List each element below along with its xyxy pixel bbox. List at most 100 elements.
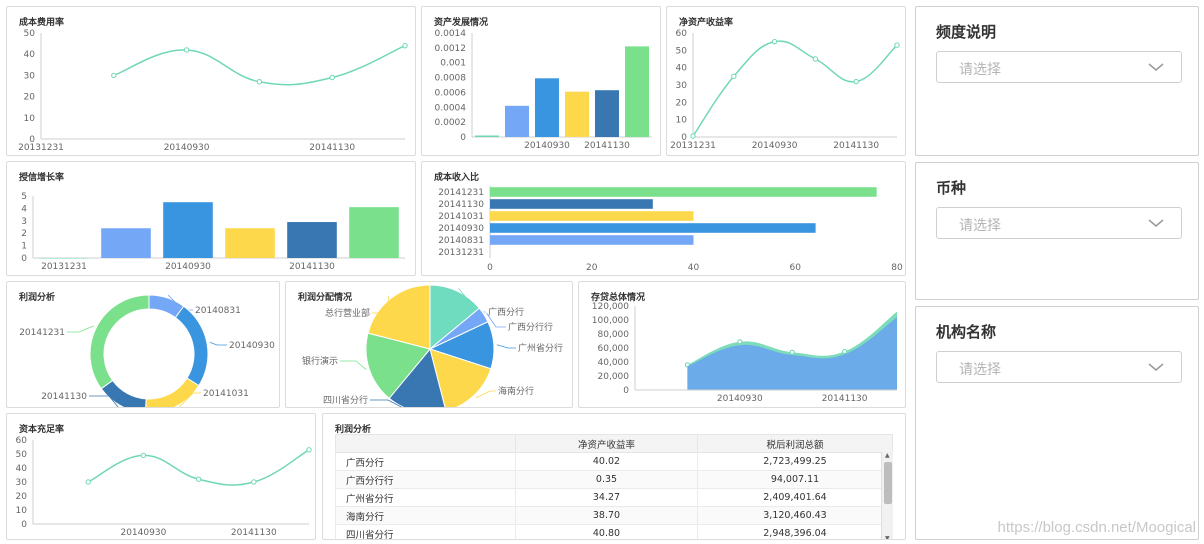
y-tick-label: 2 [21,229,27,239]
data-point [306,447,312,453]
select-placeholder: 请选择 [959,62,1001,78]
pie-slice [365,332,431,400]
table-cell: 38.70 [515,506,698,525]
income-ratio-panel: 成本收入比 20141231 20141130 20141031 20140930 20… [421,161,906,276]
slice-label: 总行营业部 [325,307,370,319]
y-tick-label: 30 [16,478,28,488]
data-point [789,349,795,355]
income-ratio-chart: 20141231 20141130 20141031 20140930 20140831… [438,186,903,273]
data-point [111,72,117,79]
y-tick-label: 20140930 [438,224,484,234]
data-point [251,479,257,485]
table-cell: 94,007.11 [697,470,893,489]
pie-slice [100,379,147,407]
table-header[interactable]: 税后利润总额 [697,434,893,453]
panel-title: 利润分析 [335,425,372,435]
leader-line [89,395,119,407]
leader-line [178,392,201,407]
y-tick-label: 1 [21,242,27,252]
x-tick-label: 20141130 [309,143,355,153]
y-tick-label: 20141031 [438,212,484,222]
x-tick-label: 80 [891,263,903,273]
leader-line [486,312,506,328]
data-point [731,73,737,80]
slice-label: 20140831 [195,306,241,316]
y-tick-label: 60 [676,29,688,39]
watermark: https://blog.csdn.net/Moogical [997,519,1196,536]
y-tick-label: 10 [676,116,688,126]
bar [595,90,619,137]
bar [490,211,694,221]
pie-slice [89,294,150,390]
currency-select[interactable]: 请选择 [936,207,1182,239]
y-tick-label: 20141231 [438,188,484,198]
data-point [140,452,147,459]
table-row[interactable]: 四川省分行 40.80 2,948,396.04 [335,524,893,539]
y-tick-label: 0.0004 [435,103,467,113]
asset-panel: 资产发展情况 0 0.0002 0.0004 0.0006 0.0008 0.001 0.0… [421,6,661,156]
y-tick-label: 60 [16,436,28,446]
y-tick-label: 4 [21,204,27,214]
leader-line [372,295,390,314]
y-tick-label: 0 [681,133,687,143]
table-row[interactable]: 广西分行 40.02 2,723,499.25 [335,452,893,471]
table-row[interactable]: 广西分行行 0.35 94,007.11 [335,470,893,489]
currency-filter-panel: 币种 请选择 [915,162,1199,300]
table-header[interactable] [335,434,516,453]
slice-label: 20140930 [229,341,275,351]
x-tick-label: 20140930 [120,528,166,538]
asset-chart: 0 0.0002 0.0004 0.0006 0.0008 0.001 0.0012 0.00… [435,29,652,151]
leader-line [475,390,496,399]
profit-analysis-panel: 利润分析 20140831 20140930 20141031 20141130 201… [6,281,280,408]
y-tick-label: 0 [29,135,35,145]
pie-slice [174,305,209,387]
data-point [329,74,335,81]
data-point [853,78,859,85]
x-tick-label: 20141130 [231,528,277,538]
scrollbar-thumb[interactable] [884,462,892,504]
roe-panel: 净资产收益率 0 10 20 30 40 50 60 20131231 20140930 2014… [666,6,906,156]
institution-filter-panel: 机构名称 请选择 [915,306,1199,540]
frequency-select[interactable]: 请选择 [936,51,1182,83]
data-point [842,349,848,354]
data-point [737,339,743,345]
table-scrollbar[interactable]: ▲ ▼ [881,452,893,540]
data-point [812,56,819,62]
bar [349,207,399,258]
x-tick-label: 20141130 [822,394,868,404]
y-tick-label: 20 [16,492,28,502]
profit-analysis-chart: 20140831 20140930 20141031 20141130 20141231 [19,294,275,407]
panel-title: 资本充足率 [19,425,65,435]
pie-slice [429,348,492,407]
y-tick-label: 0.0014 [435,29,467,39]
scroll-down-icon[interactable]: ▼ [885,535,890,540]
table-header[interactable]: 净资产收益率 [515,434,698,453]
filter-title: 币种 [936,179,967,197]
y-tick-label: 50 [676,46,688,56]
y-tick-label: 60,000 [598,344,630,354]
y-tick-label: 20,000 [598,372,630,382]
data-point [183,47,190,53]
y-tick-label: 0.0006 [435,88,467,98]
chevron-down-icon [1148,363,1164,371]
roe-chart: 0 10 20 30 40 50 60 20131231 20140930 20141130 [670,29,900,151]
deposit-panel: 存贷总体情况 0 20,000 40,000 60,000 80,000 100,000 1… [578,281,906,408]
table-cell: 34.27 [515,488,698,507]
y-tick-label: 0.001 [440,59,466,69]
scroll-up-icon[interactable]: ▲ [885,452,890,459]
table-row[interactable]: 海南分行 38.70 3,120,460.43 [335,506,893,525]
pie-slice [145,377,200,407]
filter-title: 机构名称 [936,323,997,341]
y-tick-label: 30 [24,71,36,81]
table-cell: 3,120,460.43 [697,506,893,525]
profit-table: 净资产收益率 税后利润总额 广西分行 40.02 2,723,499.25 广西… [335,434,893,539]
table-row[interactable]: 广州省分行 34.27 2,409,401.64 [335,488,893,507]
table-cell: 2,948,396.04 [697,524,893,539]
capital-panel: 资本充足率 0 10 20 30 40 50 60 20140930 20141130 [6,413,316,540]
slice-label: 20141031 [203,389,249,399]
x-tick-label: 20131231 [670,141,716,151]
institution-select[interactable]: 请选择 [936,351,1182,383]
y-tick-label: 0 [21,520,27,530]
x-tick-label: 20140930 [752,141,798,151]
